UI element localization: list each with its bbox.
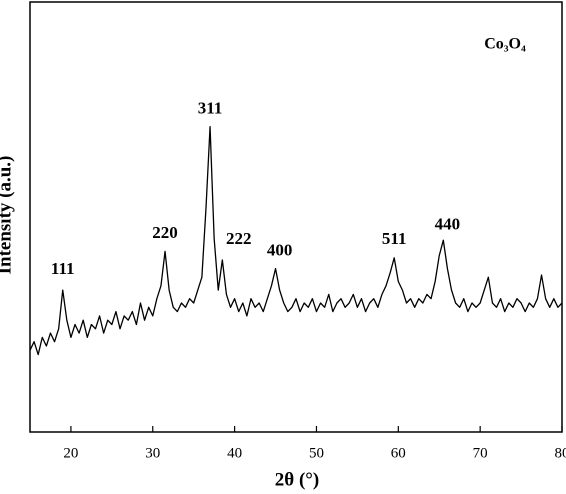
peak-label: 111 — [51, 259, 75, 278]
peak-label: 222 — [226, 229, 252, 248]
peak-label: 220 — [152, 223, 178, 242]
legend-label: Co₃O₄ — [484, 36, 526, 53]
x-tick-label: 30 — [145, 445, 160, 461]
x-tick-label: 60 — [391, 445, 406, 461]
data-line — [29, 126, 563, 356]
x-axis-label: 2θ (°) — [275, 469, 319, 490]
peak-label: 311 — [198, 98, 223, 117]
x-tick-label: 70 — [473, 445, 488, 461]
x-tick-label: 80 — [555, 445, 566, 461]
x-tick-label: 20 — [63, 445, 78, 461]
peak-label: 400 — [267, 240, 293, 259]
y-axis-label: Intensity (a.u.) — [0, 156, 15, 275]
peak-label: 511 — [382, 229, 407, 248]
x-tick-label: 40 — [227, 445, 242, 461]
plot-frame — [29, 1, 563, 433]
peak-label: 440 — [435, 215, 461, 234]
x-tick-label: 50 — [309, 445, 324, 461]
